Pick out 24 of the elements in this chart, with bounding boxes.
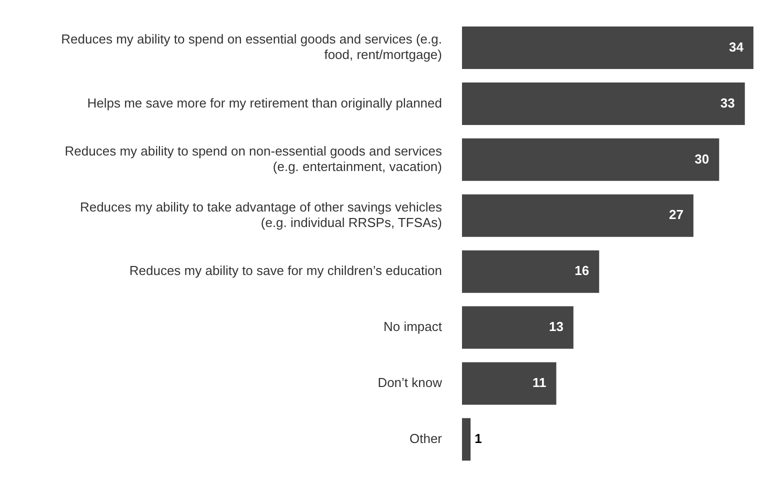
y-tick-label: Reduces my ability to take advantage of other savings vehicles (e.g. individual RRSPs, TFSAs)	[80, 199, 442, 230]
bar	[462, 194, 694, 237]
y-tick-label: Don’t know	[378, 375, 443, 390]
bar	[462, 362, 556, 405]
bar	[462, 306, 574, 349]
data-label: 1	[474, 431, 482, 446]
bar	[462, 418, 471, 461]
y-tick-label: Other	[409, 431, 443, 446]
y-tick-label: Reduces my ability to save for my children’s education	[129, 263, 442, 278]
bar	[462, 138, 720, 181]
data-label: 27	[668, 207, 684, 222]
data-label: 34	[728, 39, 744, 54]
data-label: 13	[548, 319, 564, 334]
data-label: 30	[694, 151, 710, 166]
data-label: 11	[532, 375, 546, 390]
y-tick-label: No impact	[383, 319, 442, 334]
data-label: 16	[574, 263, 590, 278]
data-label: 33	[720, 95, 735, 110]
y-tick-label: Reduces my ability to spend on essential goods and services (e.g. food, rent/mortgage)	[61, 32, 442, 62]
y-tick-label: Helps me save more for my retirement than originally planned	[87, 95, 442, 110]
bar	[462, 250, 600, 293]
y-tick-label: Reduces my ability to spend on non-essential goods and services (e.g. entertainment, vacation)	[64, 143, 442, 174]
bar	[462, 26, 754, 70]
bar	[462, 82, 745, 125]
